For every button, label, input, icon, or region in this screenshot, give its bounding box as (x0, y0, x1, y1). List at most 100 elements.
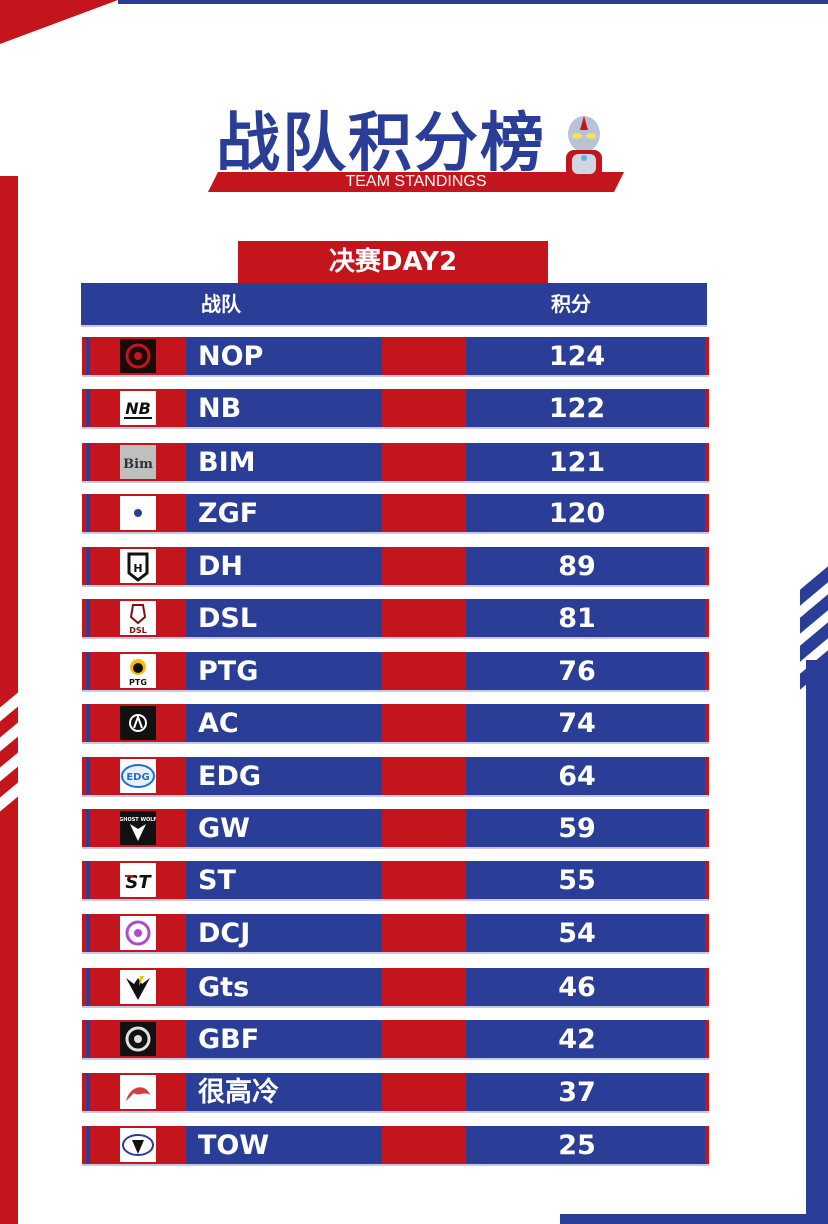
top-blue-line (118, 0, 828, 4)
team-name: GBF (198, 1024, 260, 1055)
row-mid-red (382, 968, 466, 1006)
svg-text:GHOST WOLF: GHOST WOLF (120, 817, 156, 823)
row-score-bg (466, 443, 705, 481)
row-end-red (705, 494, 709, 532)
table-row: TOW 25 (82, 1126, 709, 1166)
gbf-logo (120, 1022, 156, 1056)
mascot-icon (566, 116, 602, 178)
table-row: NB NB 122 (82, 389, 709, 429)
row-end-red (705, 599, 709, 637)
row-shadow (82, 690, 709, 692)
row-score-bg (466, 914, 705, 952)
table-header: 战队 积分 (81, 283, 707, 325)
row-end-red (705, 547, 709, 585)
page-subtitle: TEAM STANDINGS (345, 173, 487, 190)
row-shadow (82, 637, 709, 639)
row-name-bg (186, 652, 382, 690)
row-mid-red (382, 547, 466, 585)
row-name-bg (186, 861, 382, 899)
team-score: 121 (548, 447, 606, 478)
row-left-accent (86, 704, 90, 742)
svg-text:NB: NB (125, 399, 151, 418)
column-score-header: 积分 (551, 292, 591, 316)
row-mid-red (382, 757, 466, 795)
row-shadow (82, 795, 709, 797)
table-row: GHOST WOLF GW 59 (82, 809, 709, 849)
row-mid-red (382, 599, 466, 637)
row-name-bg (186, 494, 382, 532)
row-score-bg (466, 968, 705, 1006)
team-name: ZGF (198, 498, 259, 529)
hgl-logo (120, 1075, 156, 1109)
row-left-accent (86, 861, 90, 899)
svg-text:H: H (133, 562, 142, 575)
row-end-red (705, 337, 709, 375)
row-name-bg (186, 547, 382, 585)
svg-text:Bim: Bim (123, 457, 153, 472)
team-score: 55 (558, 865, 596, 896)
row-shadow (82, 585, 709, 587)
bim-logo: Bim (120, 445, 156, 479)
row-end-red (705, 704, 709, 742)
gw-logo: GHOST WOLF (120, 811, 156, 845)
row-left-accent (86, 494, 90, 532)
table-row: PTG PTG 76 (82, 652, 709, 692)
table-row: ST ST 55 (82, 861, 709, 901)
row-end-red (705, 652, 709, 690)
table-row: GBF 42 (82, 1020, 709, 1060)
team-score: 81 (558, 603, 596, 634)
row-shadow (82, 899, 709, 901)
team-score: 37 (558, 1077, 596, 1108)
team-name: NOP (198, 341, 264, 372)
row-shadow (82, 1111, 709, 1113)
row-end-red (705, 757, 709, 795)
row-score-bg (466, 494, 705, 532)
row-mid-red (382, 1073, 466, 1111)
column-team-header: 战队 (201, 292, 241, 316)
table-row: AC 74 (82, 704, 709, 744)
table-row: 很高冷 37 (82, 1073, 709, 1113)
dcj-logo (120, 916, 156, 950)
row-shadow (82, 1164, 709, 1166)
team-name: AC (198, 708, 239, 739)
row-end-red (705, 1073, 709, 1111)
gts-logo (120, 970, 156, 1004)
svg-text:ST: ST (125, 872, 152, 893)
row-left-accent (86, 1020, 90, 1058)
team-score: 46 (558, 972, 596, 1003)
row-mid-red (382, 809, 466, 847)
row-score-bg (466, 1020, 705, 1058)
team-score: 59 (558, 813, 596, 844)
row-name-bg (186, 599, 382, 637)
row-name-bg (186, 914, 382, 952)
team-score: 89 (558, 551, 596, 582)
row-end-red (705, 1020, 709, 1058)
table-row: Bim BIM 121 (82, 443, 709, 483)
team-score: 120 (548, 498, 606, 529)
row-name-bg (186, 443, 382, 481)
subtitle-band (208, 172, 624, 192)
row-left-accent (86, 968, 90, 1006)
row-score-bg (466, 599, 705, 637)
table-row: ZGF 120 (82, 494, 709, 534)
zgf-logo (120, 496, 156, 530)
row-end-red (705, 968, 709, 1006)
row-name-bg (186, 704, 382, 742)
row-end-red (705, 443, 709, 481)
row-shadow (82, 1006, 709, 1008)
team-score: 76 (558, 656, 596, 687)
row-shadow (82, 952, 709, 954)
team-name: EDG (198, 761, 262, 792)
team-name: TOW (198, 1130, 270, 1161)
row-score-bg (466, 547, 705, 585)
row-score-bg (466, 809, 705, 847)
team-score: 122 (548, 393, 606, 424)
table-row: Gts 46 (82, 968, 709, 1008)
team-name: GW (198, 813, 250, 844)
team-name: PTG (198, 656, 259, 687)
dh-logo: H (120, 549, 156, 583)
page-title: 战队积分榜 (216, 107, 546, 181)
team-name: 很高冷 (198, 1077, 279, 1108)
tow-logo (120, 1128, 156, 1162)
row-score-bg (466, 652, 705, 690)
